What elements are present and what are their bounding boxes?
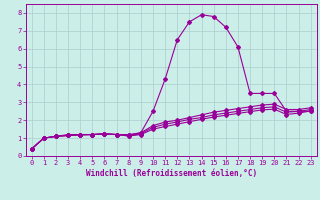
X-axis label: Windchill (Refroidissement éolien,°C): Windchill (Refroidissement éolien,°C): [86, 169, 257, 178]
